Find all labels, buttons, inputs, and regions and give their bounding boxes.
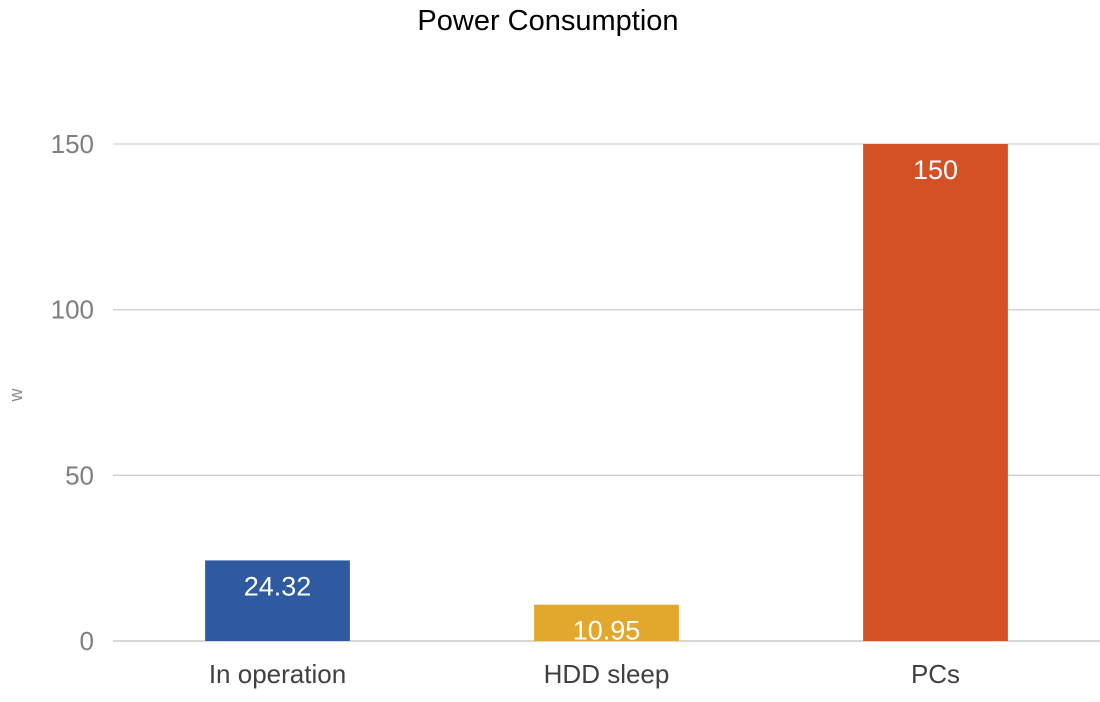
x-tick-label: PCs: [911, 659, 960, 689]
data-label: 24.32: [244, 571, 312, 601]
data-labels: 24.32 10.95 150: [244, 155, 958, 646]
y-tick-label: 0: [80, 626, 94, 656]
y-tick-label: 50: [65, 460, 94, 490]
x-axis-ticks: In operation HDD sleep PCs: [209, 659, 960, 689]
x-tick-label: In operation: [209, 659, 346, 689]
y-axis-ticks: 0 50 100 150: [51, 129, 94, 656]
chart-title: Power Consumption: [417, 5, 678, 37]
y-tick-label: 100: [51, 295, 94, 325]
bar-pcs: [863, 144, 1008, 641]
y-axis-label: w: [6, 388, 26, 403]
data-label: 10.95: [573, 616, 641, 646]
bar-in-operation: [205, 560, 350, 641]
data-label: 150: [913, 155, 958, 185]
bars: [205, 144, 1008, 641]
bar-hdd-sleep: [534, 604, 679, 641]
x-tick-label: HDD sleep: [544, 659, 670, 689]
y-tick-label: 150: [51, 129, 94, 159]
